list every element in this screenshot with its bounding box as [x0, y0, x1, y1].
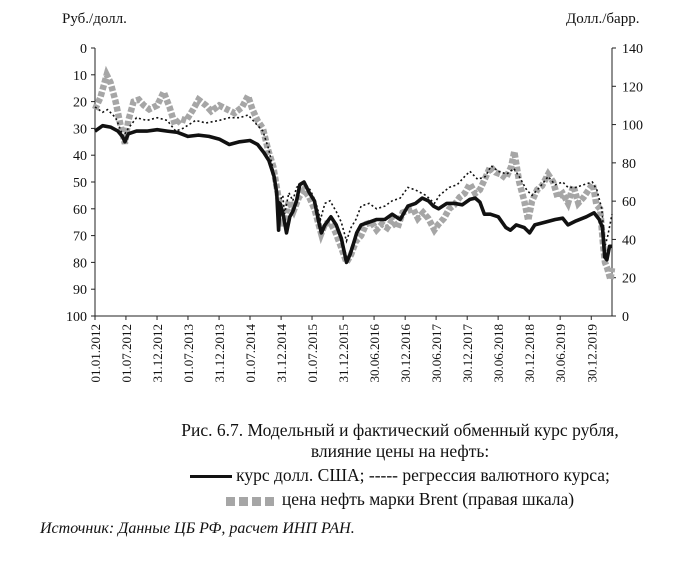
- x-tick-label: 01.07.2014: [243, 324, 258, 383]
- left-axis-unit: Руб./долл.: [62, 11, 127, 27]
- left-tick-label: 90: [73, 283, 87, 298]
- series-regression-line: [94, 106, 613, 247]
- legend-line1-text: курс долл. США; ----- регрессия валютног…: [236, 465, 610, 485]
- left-axis-ticks: 0 10 20 30 40 50 60 70 80 90 100: [66, 42, 95, 325]
- series-usd-rate-line: [93, 123, 612, 265]
- x-tick-label: 31.12.2013: [212, 324, 227, 383]
- right-tick-label: 0: [622, 310, 629, 325]
- x-tick-label: 01.07.2015: [305, 324, 320, 383]
- left-tick-label: 10: [73, 69, 87, 84]
- legend-line2: цена нефть марки Brent (правая шкала): [130, 489, 670, 511]
- x-axis-ticks: 01.01.2012 01.07.2012 31.12.2012 01.07.2013…: [88, 316, 599, 383]
- left-tick-label: 60: [73, 203, 87, 218]
- left-tick-label: 70: [73, 230, 87, 245]
- left-tick-label: 40: [73, 149, 87, 164]
- exchange-rate-chart: 0 10 20 30 40 50 60 70 80 90 100 0 20 40 60 80 100 120 14…: [66, 42, 643, 383]
- series-brent-line: [92, 65, 616, 281]
- figure-caption-line1: Рис. 6.7. Модельный и фактический обменн…: [181, 420, 619, 440]
- x-tick-label: 31.12.2015: [336, 324, 351, 383]
- x-tick-label: 30.12.2017: [460, 324, 475, 383]
- legend-line1: курс долл. США; ----- регрессия валютног…: [130, 465, 670, 486]
- x-tick-label: 30.06.2016: [367, 324, 382, 383]
- right-tick-label: 80: [622, 157, 636, 172]
- left-tick-label: 100: [66, 310, 87, 325]
- legend-line2-text: цена нефть марки Brent (правая шкала): [281, 489, 575, 509]
- left-tick-label: 50: [73, 176, 87, 191]
- source-note: Источник: Данные ЦБ РФ, расчет ИНП РАН.: [40, 520, 355, 537]
- legend-gray-squares-swatch: [225, 490, 278, 511]
- x-tick-label: 01.01.2012: [88, 324, 103, 383]
- chart-axes: [94, 48, 613, 317]
- right-axis-ticks: 0 20 40 60 80 100 120 140: [612, 42, 643, 325]
- figure-caption-line2: влияние цены на нефть:: [310, 441, 490, 461]
- right-tick-label: 120: [622, 80, 643, 95]
- x-tick-label: 31.12.2014: [274, 324, 289, 383]
- x-tick-label: 30.12.2016: [398, 324, 413, 383]
- left-tick-label: 30: [73, 122, 87, 137]
- right-tick-label: 60: [622, 195, 636, 210]
- right-tick-label: 100: [622, 119, 643, 134]
- left-tick-label: 20: [73, 96, 87, 111]
- x-tick-label: 30.06.2017: [429, 324, 444, 383]
- x-tick-label: 31.12.2012: [150, 324, 165, 383]
- left-tick-label: 80: [73, 256, 87, 271]
- x-tick-label: 01.07.2012: [119, 324, 134, 383]
- left-tick-label: 0: [80, 42, 87, 57]
- right-tick-label: 140: [622, 42, 643, 57]
- x-tick-label: 30.06.2019: [553, 324, 568, 383]
- x-tick-label: 30.12.2019: [584, 324, 599, 383]
- right-axis-unit: Долл./барр.: [566, 11, 640, 27]
- x-tick-label: 01.07.2013: [181, 324, 196, 383]
- right-tick-label: 40: [622, 233, 636, 248]
- x-tick-label: 30.12.2018: [522, 324, 537, 383]
- right-tick-label: 20: [622, 272, 636, 287]
- series-layer: [92, 65, 616, 281]
- x-tick-label: 30.06.2018: [491, 324, 506, 383]
- legend-solid-line-swatch: [190, 475, 233, 479]
